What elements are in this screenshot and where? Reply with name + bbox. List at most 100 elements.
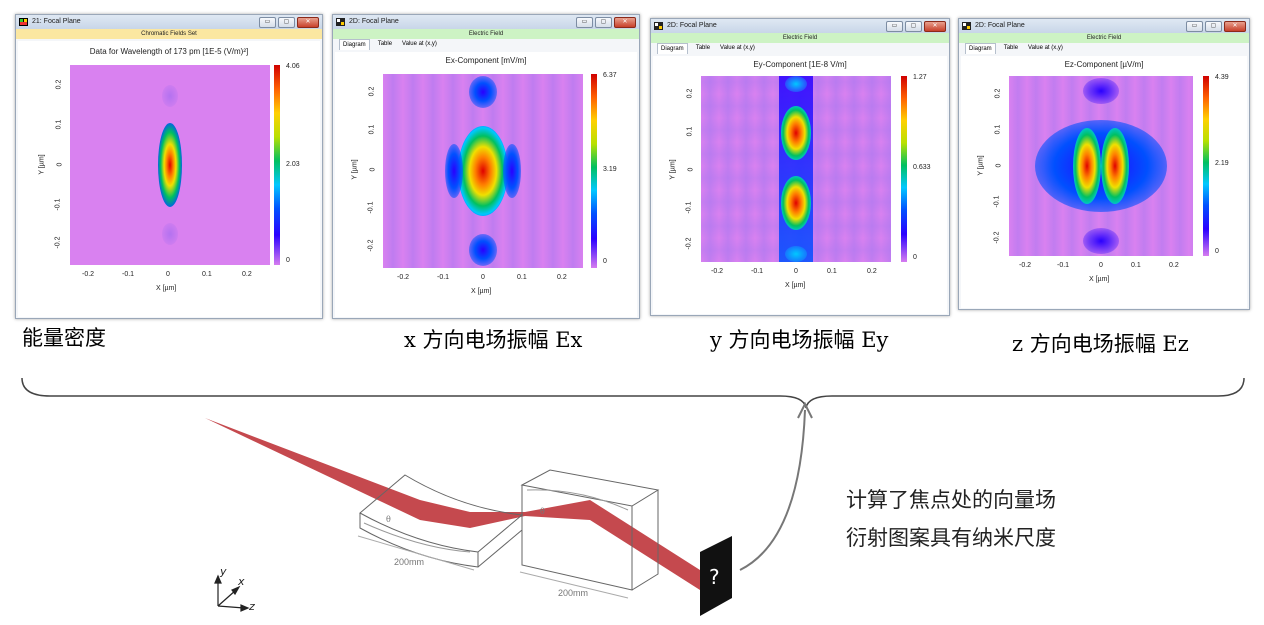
window-title: 2D: Focal Plane: [975, 22, 1025, 29]
minimize-button[interactable]: ▭: [576, 17, 593, 28]
colorbar-min: 0: [1215, 248, 1219, 255]
window-title: 21: Focal Plane: [32, 18, 81, 25]
tab-diagram[interactable]: Diagram: [965, 43, 996, 54]
heatmap[interactable]: [1009, 76, 1193, 256]
window-titlebar[interactable]: 21: Focal Plane ▭ ▢ ✕: [16, 15, 322, 29]
close-button[interactable]: ✕: [924, 21, 946, 32]
plot-title: Ez-Component [µV/m]: [1064, 60, 1144, 69]
x-tick: 0: [794, 268, 798, 275]
window-ez-field[interactable]: 2D: Focal Plane ▭ ▢ ✕ Electric Field Dia…: [958, 18, 1250, 310]
x-tick: 0: [1099, 262, 1103, 269]
window-ex-field[interactable]: 2D: Focal Plane ▭ ▢ ✕ Electric Field Dia…: [332, 14, 640, 319]
theta-label-2: θ: [540, 507, 545, 516]
maximize-button[interactable]: ▢: [1205, 21, 1222, 32]
colorbar-max: 6.37: [603, 72, 617, 79]
tab-table[interactable]: Table: [695, 45, 711, 51]
caption-ex: x 方向电场振幅 Ex: [404, 328, 583, 352]
theta-label-1: θ: [386, 515, 391, 524]
window-ey-field[interactable]: 2D: Focal Plane ▭ ▢ ✕ Electric Field Dia…: [650, 18, 950, 316]
note-line-1: 计算了焦点处的向量场: [846, 488, 1056, 512]
colorbar: [591, 74, 597, 268]
plot-panel: Ex-Component [mV/m] 6.37 3.19 0 0.2 0.1 …: [335, 52, 637, 317]
detector-symbol: ?: [709, 565, 720, 589]
detector-screen: [700, 536, 732, 616]
tab-table[interactable]: Table: [377, 41, 393, 47]
colorbar-max: 1.27: [913, 74, 927, 81]
x-tick: 0.2: [242, 271, 252, 278]
axis-z-label: z: [248, 600, 255, 613]
heatmap[interactable]: [383, 74, 583, 268]
x-tick: 0: [166, 271, 170, 278]
heatmap[interactable]: [70, 65, 270, 265]
close-button[interactable]: ✕: [614, 17, 636, 28]
tab-bar: Diagram Table Value at (x,y): [333, 39, 639, 50]
app-icon: [19, 18, 28, 26]
close-button[interactable]: ✕: [1224, 21, 1246, 32]
x-tick: 0.1: [827, 268, 837, 275]
close-button[interactable]: ✕: [297, 17, 319, 28]
tab-bar: Diagram Table Value at (x,y): [959, 43, 1249, 54]
maximize-button[interactable]: ▢: [905, 21, 922, 32]
arrow-line: [739, 409, 806, 571]
x-tick: -0.1: [437, 274, 450, 281]
colorbar-mid: 0.633: [913, 164, 931, 171]
tab-diagram[interactable]: Diagram: [657, 43, 688, 54]
window-banner: Electric Field: [651, 33, 949, 43]
maximize-button[interactable]: ▢: [278, 17, 295, 28]
x-tick: 0: [481, 274, 485, 281]
x-axis-label: X [µm]: [785, 282, 806, 289]
plot-panel: Ez-Component [µV/m] 4.39 2.19 0 0.2 0.1 …: [961, 56, 1247, 308]
x-tick: 0.1: [1131, 262, 1141, 269]
length-label-1: 200mm: [394, 557, 424, 567]
axis-y-label: y: [219, 565, 227, 578]
heatmap[interactable]: [701, 76, 891, 262]
window-title: 2D: Focal Plane: [349, 18, 399, 25]
x-tick: 0.1: [517, 274, 527, 281]
x-axis-label: X [µm]: [471, 288, 492, 295]
arrow-head-icon: [797, 401, 813, 419]
plot-panel: Data for Wavelength of 173 pm [1E-5 (V/m…: [18, 41, 320, 317]
tab-value[interactable]: Value at (x,y): [402, 41, 437, 47]
minimize-button[interactable]: ▭: [1186, 21, 1203, 32]
minimize-button[interactable]: ▭: [259, 17, 276, 28]
cylindrical-lens-2: [519, 469, 660, 599]
x-tick: -0.2: [397, 274, 410, 281]
colorbar: [901, 76, 907, 262]
caption-energy-density: 能量密度: [22, 326, 106, 350]
colorbar-min: 0: [913, 254, 917, 261]
window-energy-density[interactable]: 21: Focal Plane ▭ ▢ ✕ Chromatic Fields S…: [15, 14, 323, 319]
x-tick: 0.1: [202, 271, 212, 278]
colorbar-max: 4.39: [1215, 74, 1229, 81]
note-line-2: 衍射图案具有纳米尺度: [846, 526, 1056, 550]
plot-title: Ex-Component [mV/m]: [445, 56, 527, 65]
x-tick: 0.2: [867, 268, 877, 275]
plot-title: Data for Wavelength of 173 pm [1E-5 (V/m…: [89, 47, 249, 56]
plot-panel: Ey-Component [1E-8 V/m] 1.27 0.633 0 0.2…: [653, 56, 947, 314]
window-titlebar[interactable]: 2D: Focal Plane ▭ ▢ ✕: [651, 19, 949, 33]
x-tick: -0.2: [82, 271, 95, 278]
window-titlebar[interactable]: 2D: Focal Plane ▭ ▢ ✕: [959, 19, 1249, 33]
tab-diagram[interactable]: Diagram: [339, 39, 370, 50]
app-icon: [336, 18, 345, 26]
maximize-button[interactable]: ▢: [595, 17, 612, 28]
tab-table[interactable]: Table: [1003, 45, 1019, 51]
tab-value[interactable]: Value at (x,y): [720, 45, 755, 51]
x-tick: 0.2: [557, 274, 567, 281]
colorbar-mid: 3.19: [603, 166, 617, 173]
window-titlebar[interactable]: 2D: Focal Plane ▭ ▢ ✕: [333, 15, 639, 29]
colorbar-max: 4.06: [286, 63, 300, 70]
x-tick: -0.2: [711, 268, 724, 275]
x-axis-label: X [µm]: [1089, 276, 1110, 283]
minimize-button[interactable]: ▭: [886, 21, 903, 32]
colorbar-min: 0: [286, 257, 290, 264]
window-banner: Electric Field: [959, 33, 1249, 43]
colorbar-mid: 2.19: [1215, 160, 1229, 167]
x-axis-label: X [µm]: [156, 285, 177, 292]
caption-ez: z 方向电场振幅 Ez: [1012, 332, 1189, 356]
grouping-brace: [21, 377, 1245, 409]
x-tick: 0.2: [1169, 262, 1179, 269]
window-banner: Electric Field: [333, 29, 639, 39]
tab-value[interactable]: Value at (x,y): [1028, 45, 1063, 51]
x-tick: -0.1: [122, 271, 135, 278]
